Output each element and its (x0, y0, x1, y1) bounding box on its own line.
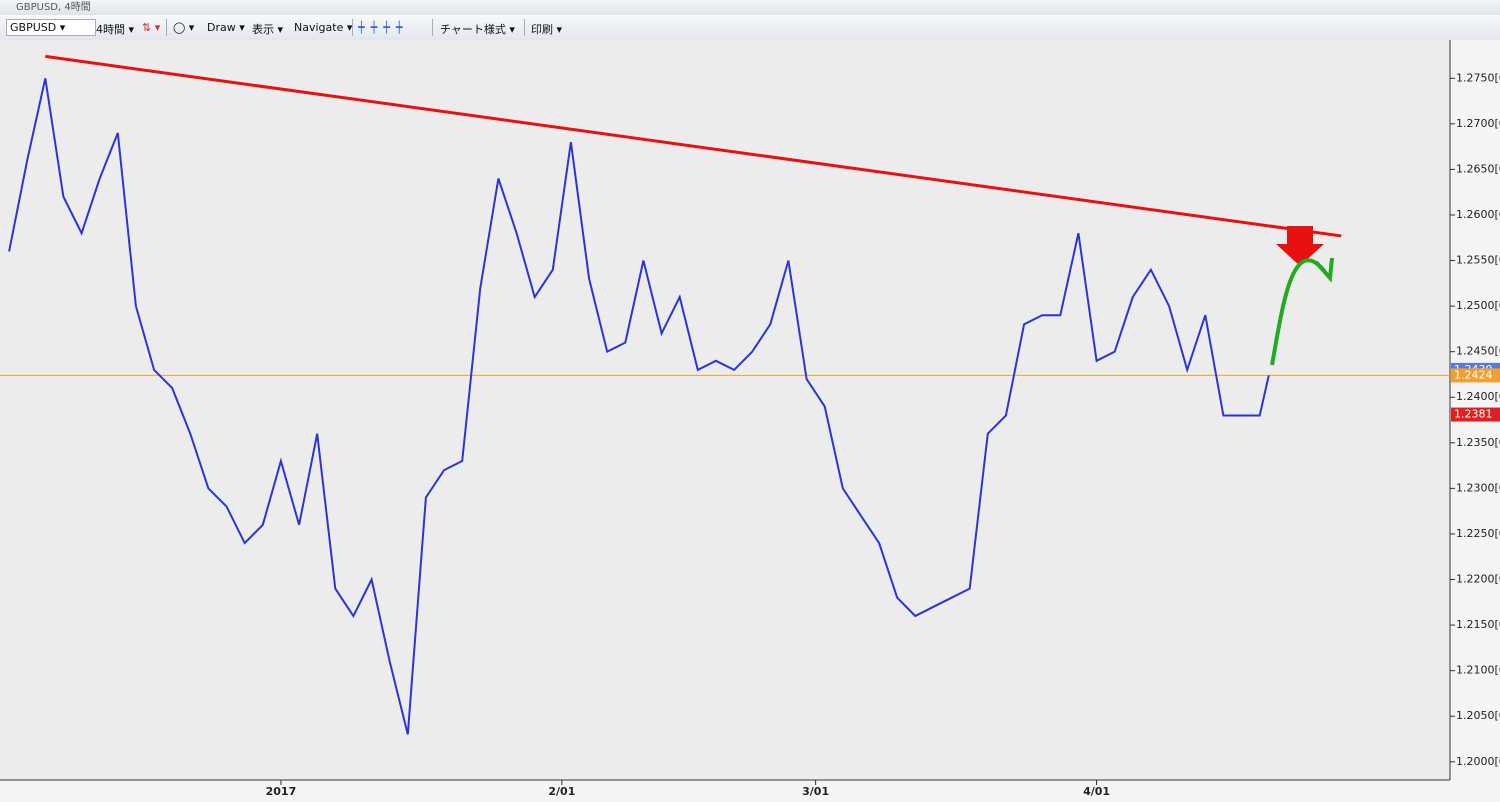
shape-button[interactable]: ◯ ▾ (173, 21, 195, 34)
chart: 2017 2/01 3/01 4/01 1.2000[0 1.2050[0 1.2100[… (0, 40, 1500, 802)
price-label: 1.2381 (1454, 408, 1493, 421)
current-price-label-box (1451, 368, 1500, 383)
y-tick-label: 1.2550[0 (1456, 254, 1500, 267)
crosshair-buttons[interactable]: ┿┿┿┿ (358, 21, 409, 34)
forecast-arrow (1270, 258, 1327, 366)
y-tick-label: 1.2350[0 (1456, 436, 1500, 449)
y-tick-label: 1.2150[0 (1456, 618, 1500, 631)
y-tick-label: 1.2700[0 (1456, 117, 1500, 130)
y-tick-label: 1.2100[0 (1456, 664, 1500, 677)
symbol-select[interactable]: GBPUSD ▾ (6, 19, 96, 36)
draw: Draw (207, 21, 236, 34)
view: 表示 (252, 23, 274, 36)
down-arrow (1276, 226, 1324, 266)
x-tick-label: 4/01 (1083, 785, 1110, 798)
draw-menu[interactable]: Draw ▾ (207, 21, 245, 34)
x-axis-area (0, 780, 1450, 802)
current-price-label: 1.2424 (1454, 368, 1493, 381)
title-bar: GBPUSD, 4時間 (0, 0, 1500, 15)
timeframe-select[interactable]: 4時間 ▾ (96, 23, 135, 36)
trendline (45, 54, 1342, 238)
x-tick-label: 2017 (266, 785, 297, 798)
window-title: GBPUSD, 4時間 (16, 2, 91, 13)
x-tick-label: 2/01 (548, 785, 575, 798)
y-tick-label: 1.2300[0 (1456, 481, 1500, 494)
price-label-box (1451, 407, 1500, 422)
y-tick-label: 1.2500[0 (1456, 299, 1500, 312)
chart-style-menu[interactable]: チャート様式 ▾ (440, 23, 515, 36)
chart-type-button[interactable]: ⇅ ▾ (142, 21, 161, 34)
plot-area (0, 40, 1450, 780)
y-tick-label: 1.2750[0 (1456, 71, 1500, 84)
y-tick-label: 1.2450[0 (1456, 345, 1500, 358)
y-tick-label: 1.2050[0 (1456, 709, 1500, 722)
price-line (8, 78, 1270, 735)
navigate: Navigate (294, 21, 344, 34)
y-tick-label: 1.2250[0 (1456, 527, 1500, 540)
toolbar: GBPUSD ▾ 4時間 ▾ ⇅ ▾ ◯ ▾ Draw ▾ 表示 ▾ Navig… (0, 15, 1500, 41)
y-tick-label: 1.2400[0 (1456, 390, 1500, 403)
y-tick-label: 1.2650[0 (1456, 162, 1500, 175)
print-menu[interactable]: 印刷 ▾ (531, 23, 563, 36)
view-menu[interactable]: 表示 ▾ (252, 23, 284, 36)
timeframe: 4時間 (96, 23, 125, 36)
symbol: GBPUSD (10, 21, 57, 34)
y-tick-label: 1.2600[0 (1456, 208, 1500, 221)
navigate-menu[interactable]: Navigate ▾ (294, 21, 353, 34)
chart-style: チャート様式 (440, 23, 506, 36)
print: 印刷 (531, 23, 553, 36)
x-tick-label: 3/01 (802, 785, 829, 798)
forecast-arrow-head (1314, 257, 1334, 283)
y-tick-label: 1.2000[0 (1456, 755, 1500, 768)
y-tick-label: 1.2200[0 (1456, 573, 1500, 586)
